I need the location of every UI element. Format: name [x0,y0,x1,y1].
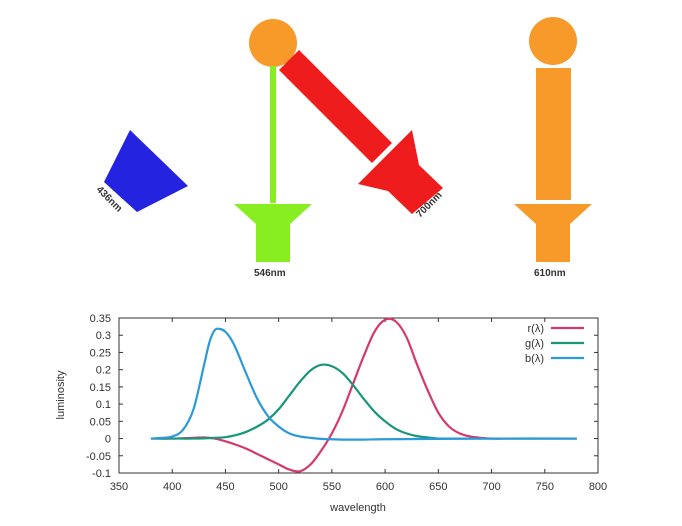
series-line-b [150,327,577,441]
red-lamp-funnel [358,130,443,214]
x-axis: 350 400 450 500 550 600 650 700 750 800 [110,318,607,493]
test-lamp-funnel [514,204,592,262]
blue-lamp: 436nm [94,130,188,215]
x-tick-label: 350 [110,481,128,493]
series-line-g [150,363,577,440]
legend-label: r(λ) [528,323,545,335]
x-tick-label: 400 [163,481,181,493]
legend-label: g(λ) [525,338,544,350]
plot-series [150,317,577,473]
color-matching-diagram: 436nm 546nm 700nm 610nm [94,17,592,279]
y-tick-label: 0.2 [96,365,111,377]
test-lamp-head [529,17,577,65]
x-tick-label: 550 [323,481,341,493]
red-lamp: 700nm [279,50,445,220]
x-tick-label: 500 [269,481,287,493]
y-tick-label: 0.1 [96,399,111,411]
x-tick-label: 600 [376,481,394,493]
x-tick-label: 450 [216,481,234,493]
legend: r(λ) g(λ) b(λ) [525,323,584,365]
legend-label: b(λ) [525,353,544,365]
color-matching-chart: 350 400 450 500 550 600 650 700 750 800 -0.1 -0.05… [55,313,607,514]
y-tick-label: -0.1 [92,468,111,480]
x-axis-title: wavelength [329,502,386,514]
y-tick-label: 0.05 [90,416,111,428]
y-tick-label: 0.25 [90,347,111,359]
x-tick-label: 750 [536,481,554,493]
test-lamp-label: 610nm [534,268,566,279]
green-lamp: 546nm [234,66,312,279]
x-tick-label: 800 [589,481,607,493]
y-axis: -0.1 -0.05 0 0.05 0.1 0.15 0.2 0.25 0.3 0.35 [86,313,598,480]
y-tick-label: 0.35 [90,313,111,325]
y-tick-label: 0.15 [90,382,111,394]
y-tick-label: 0.3 [96,330,111,342]
test-source-head [249,19,297,67]
green-lamp-funnel [234,204,312,262]
series-line-r [150,317,577,473]
test-lamp: 610nm [514,17,592,279]
x-tick-label: 700 [482,481,500,493]
x-tick-label: 650 [429,481,447,493]
plot-area-frame [118,317,599,474]
y-axis-title: luminosity [55,370,67,419]
test-lamp-column [536,68,571,200]
red-beam [279,50,392,163]
green-lamp-label: 546nm [254,268,286,279]
y-tick-label: -0.05 [86,451,111,463]
y-tick-label: 0 [105,434,111,446]
blue-lamp-body [104,130,188,212]
